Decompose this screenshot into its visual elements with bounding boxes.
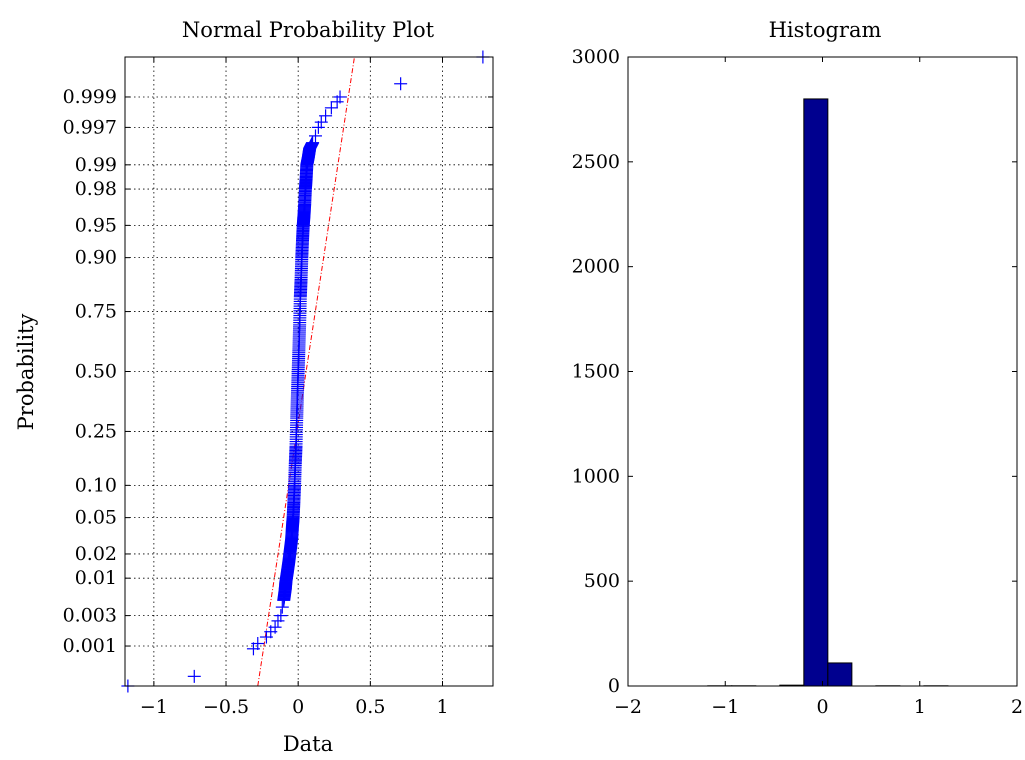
right-y-tick-label: 2500 bbox=[572, 151, 620, 173]
right-y-tick-label: 2000 bbox=[572, 256, 620, 278]
right-x-tick-label: 1 bbox=[914, 696, 926, 718]
histogram-bar bbox=[804, 99, 828, 686]
left-y-tick-label: 0.75 bbox=[75, 301, 117, 323]
left-y-tick-label: 0.95 bbox=[75, 214, 117, 236]
left-y-tick-label: 0.10 bbox=[75, 474, 117, 496]
data-point bbox=[188, 670, 201, 683]
left-y-tick-label: 0.001 bbox=[63, 635, 117, 657]
left-y-tick-label: 0.90 bbox=[75, 247, 117, 269]
right-title: Histogram bbox=[769, 18, 882, 42]
data-point bbox=[274, 609, 287, 622]
left-y-tick-label: 0.50 bbox=[75, 361, 117, 383]
right-x-tick-label: 2 bbox=[1011, 696, 1023, 718]
right-y-tick-label: 0 bbox=[608, 675, 620, 697]
data-point bbox=[312, 121, 325, 134]
left-x-tick-label: 0 bbox=[292, 696, 304, 718]
left-y-tick-label: 0.05 bbox=[75, 507, 117, 529]
left-y-tick-label: 0.25 bbox=[75, 420, 117, 442]
data-point bbox=[271, 614, 284, 627]
right-y-tick-label: 500 bbox=[584, 570, 620, 592]
left-y-tick-label: 0.01 bbox=[75, 567, 117, 589]
left-x-tick-label: 1 bbox=[436, 696, 448, 718]
data-point bbox=[394, 77, 407, 90]
left-xlabel: Data bbox=[283, 732, 333, 755]
right-x-tick-label: 0 bbox=[816, 696, 828, 718]
left-title: Normal Probability Plot bbox=[182, 18, 435, 42]
right-y-tick-label: 1000 bbox=[572, 465, 620, 487]
left-y-tick-label: 0.98 bbox=[75, 178, 117, 200]
right-ticks: −2 −1 0 1 2 0 500 1000 1500 2000 2500 3000 bbox=[572, 46, 1023, 718]
left-x-tick-label: 0.5 bbox=[355, 696, 385, 718]
left-y-tick-label: 0.999 bbox=[63, 86, 117, 108]
right-x-tick-label: −2 bbox=[614, 696, 642, 718]
data-point bbox=[276, 601, 289, 614]
histogram-bar bbox=[828, 663, 852, 686]
left-x-tick-label: −0.5 bbox=[203, 696, 249, 718]
histogram-bars bbox=[708, 99, 948, 686]
right-y-tick-label: 3000 bbox=[572, 46, 620, 68]
right-x-tick-label: −1 bbox=[711, 696, 739, 718]
histogram-plot: Histogram −2 −1 0 1 2 0 500 1000 1500 2000 2500 300… bbox=[572, 18, 1023, 718]
right-y-tick-label: 1500 bbox=[572, 361, 620, 383]
data-point bbox=[325, 101, 338, 114]
left-x-tick-label: −1 bbox=[140, 696, 168, 718]
left-y-tick-label: 0.02 bbox=[75, 543, 117, 565]
left-y-tick-label: 0.003 bbox=[63, 605, 117, 627]
normal-probability-plot: Normal Probability Plot Data Probability… bbox=[14, 18, 493, 755]
left-y-tick-label: 0.997 bbox=[63, 116, 117, 138]
left-ylabel: Probability bbox=[14, 314, 38, 431]
left-y-tick-label: 0.99 bbox=[75, 154, 117, 176]
